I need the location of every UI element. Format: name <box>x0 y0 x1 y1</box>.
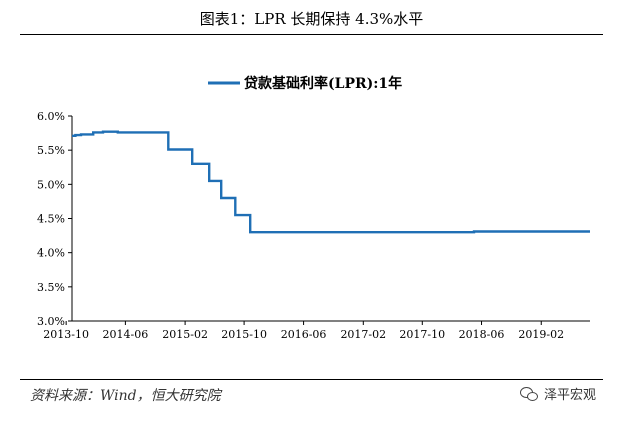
y-tick-label: 5.5% <box>37 144 65 157</box>
x-axis-ticks: 2013-10 2014-06 2015-02 2015-10 2016-06 2017-… <box>43 321 564 341</box>
y-tick-label: 4.5% <box>37 213 65 226</box>
lpr-line-chart: 贷款基础利率(LPR):1年 3.0% 3.5% 4.0% 4.5% 5.0% 5.5% 6… <box>37 75 590 341</box>
axes <box>71 116 590 322</box>
x-tick-label: 2014-06 <box>103 328 149 341</box>
y-tick-label: 4.0% <box>37 247 65 260</box>
x-tick-label: 2016-06 <box>281 328 327 341</box>
y-tick-label: 3.5% <box>37 281 65 294</box>
x-tick-label: 2018-06 <box>459 328 505 341</box>
bottom-rule <box>20 379 603 380</box>
series-line-lpr-1y <box>72 130 590 234</box>
x-tick-label: 2017-02 <box>340 328 386 341</box>
x-tick-label: 2019-02 <box>518 328 564 341</box>
legend: 贷款基础利率(LPR):1年 <box>208 75 402 92</box>
x-tick-label: 2017-10 <box>399 328 445 341</box>
wechat-icon <box>520 386 538 401</box>
figure-title: 图表1：LPR 长期保持 4.3%水平 <box>199 10 424 28</box>
x-tick-label: 2015-10 <box>221 328 267 341</box>
source-note: 资料来源：Wind，恒大研究院 <box>30 388 221 404</box>
y-axis-ticks: 3.0% 3.5% 4.0% 4.5% 5.0% 5.5% 6.0% <box>37 110 72 328</box>
watermark-text: 泽平宏观 <box>544 388 597 403</box>
legend-label: 贷款基础利率(LPR):1年 <box>244 75 402 92</box>
series-group <box>72 130 590 234</box>
y-tick-label: 6.0% <box>37 110 65 123</box>
y-tick-label: 3.0% <box>37 315 65 328</box>
y-tick-label: 5.0% <box>37 178 65 191</box>
x-tick-label: 2013-10 <box>43 328 89 341</box>
watermark: 泽平宏观 <box>520 384 596 403</box>
x-tick-label: 2015-02 <box>162 328 208 341</box>
title-rule <box>20 34 603 35</box>
